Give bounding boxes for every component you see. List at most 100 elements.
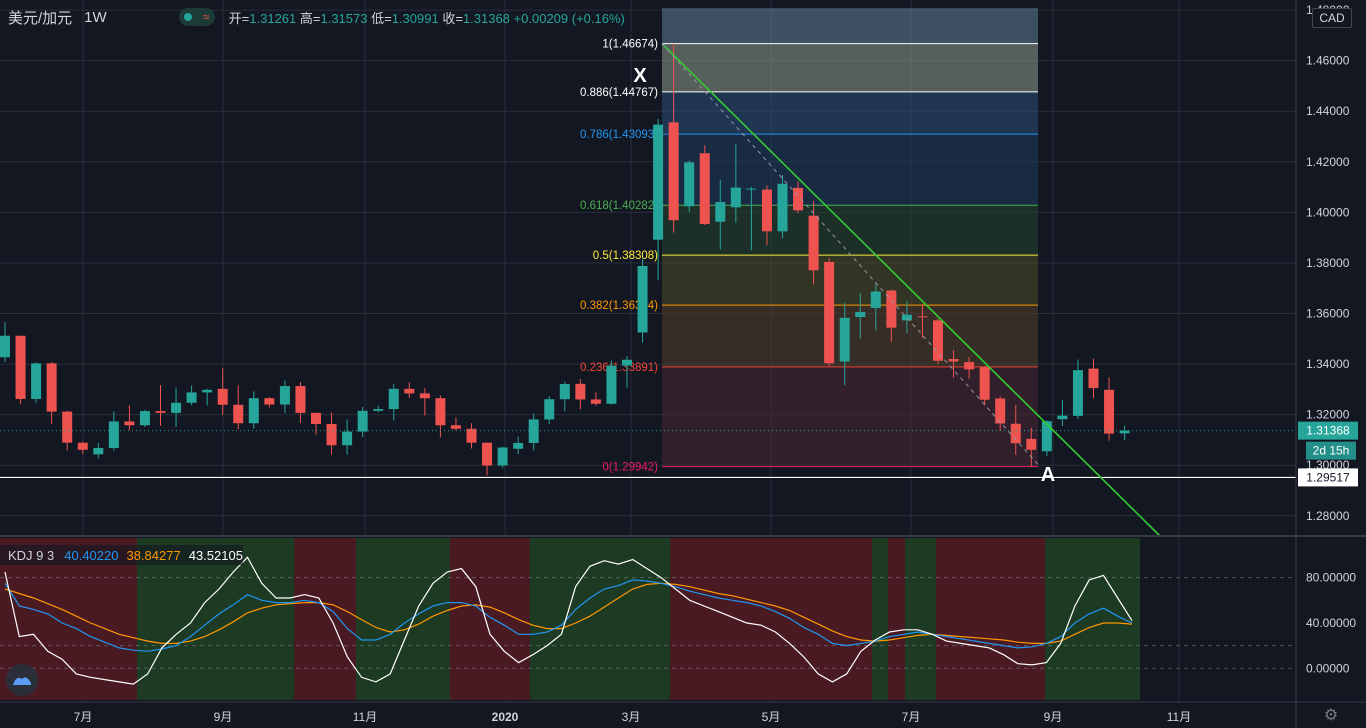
candle-body <box>124 421 135 426</box>
candle-body <box>590 399 601 404</box>
candle-body <box>995 398 1006 424</box>
wave-icon[interactable]: ≈ <box>202 10 210 24</box>
high-value: 1.31573 <box>320 10 368 26</box>
candle-body <box>295 386 306 413</box>
kdj-zone <box>670 538 872 700</box>
gear-icon[interactable]: ⚙ <box>1323 707 1339 724</box>
candle-body <box>886 290 897 328</box>
candle-body <box>0 335 10 358</box>
change-value: +0.00209 (+0.16%) <box>513 10 625 26</box>
kdj-zone <box>137 538 294 700</box>
price-tick-label: 1.32000 <box>1306 408 1350 422</box>
candle-body <box>357 410 368 432</box>
chart-header: 美元/加元 1W ≈ 开=1.31261 高=1.31573 低=1.30991… <box>0 0 1296 34</box>
candle-body <box>1088 368 1099 389</box>
kdj-j-line <box>4 556 1133 685</box>
candle-body <box>31 363 42 399</box>
price-tick-label: 1.36000 <box>1306 307 1350 321</box>
candle-body <box>217 388 228 405</box>
kdj-d-line <box>4 582 1133 645</box>
eye-dot-icon[interactable] <box>184 13 193 21</box>
candle-body <box>435 398 446 426</box>
kdj-zone <box>936 538 1045 700</box>
candle-body <box>808 215 819 271</box>
time-tick-label: 9月 <box>1044 710 1063 724</box>
fib-level-label: 1(1.46674) <box>602 39 658 51</box>
price-tick-label: 1.44000 <box>1306 104 1350 118</box>
close-label: 收= <box>442 10 463 26</box>
indicator-toggle[interactable]: ≈ <box>178 8 215 26</box>
time-tick-label: 9月 <box>214 710 233 724</box>
candle-body <box>419 393 430 399</box>
open-value: 1.31261 <box>249 10 297 26</box>
candle-body <box>933 320 943 361</box>
candle-body <box>311 412 321 424</box>
candle-body <box>139 411 150 426</box>
xa-dashed-line <box>661 43 1041 468</box>
kdj-zone <box>888 538 905 700</box>
candle-body <box>824 261 835 364</box>
fib-zone <box>662 91 1038 135</box>
candle-body <box>342 431 353 446</box>
price-tick-label: 1.28000 <box>1306 509 1350 523</box>
kdj-header: KDJ 9 3 40.40220 38.84277 43.52105 <box>0 545 243 565</box>
candle-body <box>715 202 726 222</box>
tradingview-logo-icon[interactable] <box>6 664 38 696</box>
time-tick-label: 7月 <box>74 710 93 724</box>
candle-body <box>855 311 866 318</box>
fib-zone <box>662 8 1038 44</box>
time-tick-label: 7月 <box>902 710 921 724</box>
kdj-zone <box>530 538 670 700</box>
interval-label[interactable]: 1W <box>84 8 107 26</box>
currency-button[interactable]: CAD <box>1312 8 1352 28</box>
candle-body <box>1010 423 1021 444</box>
price-tick-label: 1.34000 <box>1306 357 1350 371</box>
candle-body <box>559 384 570 400</box>
candle-body <box>1026 438 1037 450</box>
fib-zone <box>662 305 1038 367</box>
candle-body <box>62 411 73 443</box>
point-a-label: A <box>1041 464 1055 486</box>
fib-level-label: 0(1.29942) <box>602 462 658 474</box>
kdj-zone <box>356 538 450 700</box>
candle-body <box>1057 415 1068 420</box>
price-tick-label: 1.42000 <box>1306 155 1350 169</box>
candle-body <box>746 188 757 190</box>
candle-body <box>901 314 912 321</box>
candle-body <box>653 124 664 240</box>
kdj-name[interactable]: KDJ 9 3 <box>8 547 55 563</box>
candle-body <box>373 409 384 411</box>
candle-body <box>948 359 959 362</box>
fib-zone <box>662 43 1038 92</box>
current-price-text: 1.31368 <box>1306 424 1350 438</box>
candle-body <box>513 442 524 449</box>
candle-body <box>155 411 166 413</box>
candle-body <box>793 187 804 211</box>
low-value: 1.30991 <box>391 10 439 26</box>
current-price-badge <box>1298 421 1358 440</box>
candle-body <box>404 388 415 394</box>
time-tick-label: 3月 <box>622 710 641 724</box>
candle-body <box>979 367 990 400</box>
time-tick-label: 11月 <box>1167 710 1191 724</box>
line-price-text: 1.29517 <box>1306 470 1350 484</box>
fib-level-label: 0.786(1.43093) <box>580 129 658 141</box>
countdown-badge <box>1306 441 1356 460</box>
candle-body <box>202 389 213 393</box>
candle-body <box>637 265 648 333</box>
candle-body <box>699 153 710 225</box>
candle-body <box>482 442 493 466</box>
candle-body <box>388 388 399 410</box>
candle-body <box>466 428 477 443</box>
fib-zone <box>662 134 1038 206</box>
kdj-k-line <box>4 579 1133 652</box>
candle-body <box>450 425 461 429</box>
time-tick-label: 11月 <box>353 710 377 724</box>
line-price-badge <box>1298 468 1358 487</box>
candle-body <box>15 335 26 399</box>
symbol-label[interactable]: 美元/加元 <box>8 9 73 27</box>
candle-body <box>264 398 275 405</box>
candle-body <box>730 187 741 208</box>
